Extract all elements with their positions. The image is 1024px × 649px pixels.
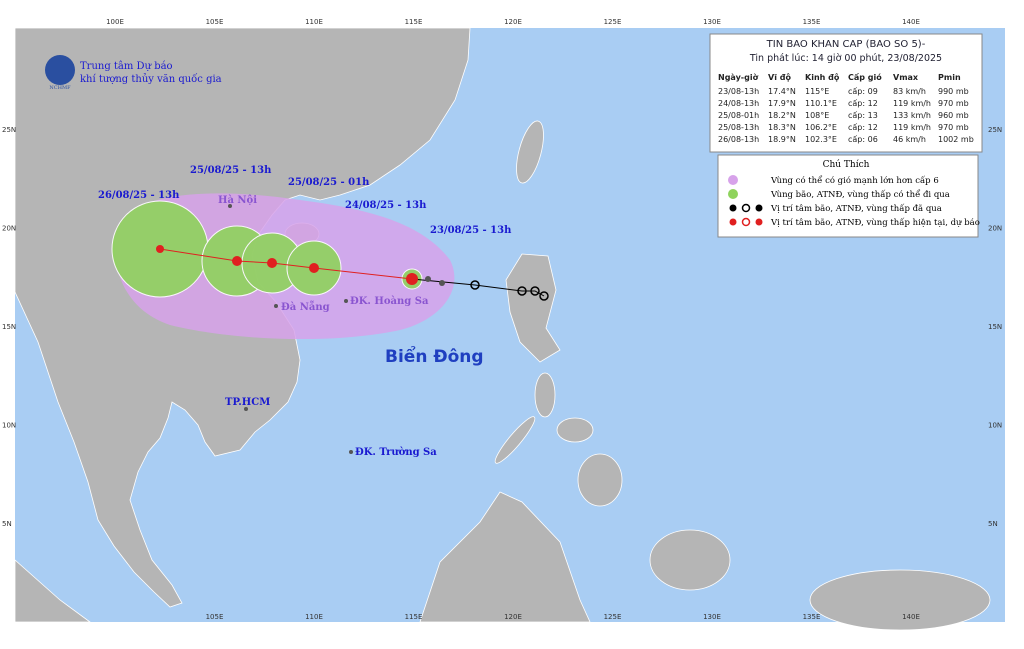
table-cell: cấp: 06 — [848, 134, 878, 144]
org-name: Trung tâm Dự báo — [80, 61, 173, 72]
past-positions — [470, 280, 549, 301]
lat-label: 25N — [988, 126, 1002, 134]
lon-label: 115E — [405, 18, 423, 26]
lon-label: 135E — [803, 613, 821, 621]
lon-label: 125E — [604, 613, 622, 621]
info-issued: Tin phát lúc: 14 giờ 00 phút, 23/08/2025 — [749, 53, 942, 64]
table-cell: 102.3°E — [805, 135, 837, 144]
lat-label: 15N — [988, 323, 1002, 331]
table-cell: 24/08-13h — [718, 99, 759, 108]
table-cell: cấp: 09 — [848, 86, 878, 96]
lon-label: 110E — [305, 18, 323, 26]
table-header: Cấp gió — [848, 72, 882, 82]
table-cell: 970 mb — [938, 123, 969, 132]
place-label: Hà Nội — [218, 195, 257, 206]
table-header: Vmax — [893, 73, 919, 82]
lat-label: 10N — [2, 422, 16, 430]
lat-label: 5N — [2, 520, 12, 528]
table-cell: 17.4°N — [768, 87, 796, 96]
table-cell: 119 km/h — [893, 99, 931, 108]
table-cell: cấp: 13 — [848, 110, 878, 120]
legend-swatch — [729, 217, 763, 227]
lon-label: 125E — [604, 18, 622, 26]
forecast-label: 24/08/25 - 13h — [345, 200, 427, 211]
place-label: TP.HCM — [225, 397, 270, 408]
table-cell: 960 mb — [938, 111, 969, 120]
legend-title: Chú Thích — [823, 159, 870, 170]
legend-item: Vùng bão, ATNĐ, vùng thấp có thể đi qua — [770, 188, 950, 200]
lon-label: 105E — [206, 18, 224, 26]
table-header: Pmin — [938, 73, 961, 82]
lon-label: 115E — [405, 613, 423, 621]
forecast-label: 26/08/25 - 13h — [98, 190, 180, 201]
table-cell: cấp: 12 — [848, 98, 878, 108]
logo — [45, 55, 75, 85]
lon-label: 135E — [803, 18, 821, 26]
lat-label: 10N — [988, 422, 1002, 430]
table-cell: 25/08-13h — [718, 123, 759, 132]
table-cell: 25/08-01h — [718, 111, 759, 120]
place-label: ĐK. Trường Sa — [355, 447, 437, 458]
lat-label: 5N — [988, 520, 998, 528]
table-cell: 119 km/h — [893, 123, 931, 132]
legend-item: Vị trí tâm bão, ATNĐ, vùng thấp hiện tại… — [770, 217, 980, 228]
table-header: Kinh độ — [805, 73, 840, 82]
table-cell: 26/08-13h — [718, 135, 759, 144]
table-cell: 106.2°E — [805, 123, 837, 132]
lat-label: 20N — [2, 225, 16, 233]
forecast-positions — [156, 245, 418, 285]
table-cell: 83 km/h — [893, 87, 926, 96]
table-cell: 990 mb — [938, 87, 969, 96]
points — [228, 204, 445, 454]
lon-label: 110E — [305, 613, 323, 621]
info-box — [709, 33, 983, 153]
lon-label: 105E — [206, 613, 224, 621]
legend-item: Vùng có thể có gió mạnh lớn hơn cấp 6 — [770, 174, 939, 186]
place-label: Đà Nẵng — [281, 301, 330, 313]
table-cell: 115°E — [805, 87, 829, 96]
table-cell: 133 km/h — [893, 111, 931, 120]
table-cell: 18.9°N — [768, 135, 796, 144]
lon-label: 100E — [106, 18, 124, 26]
lat-label: 15N — [2, 323, 16, 331]
legend-swatch — [728, 189, 738, 199]
place-label: ĐK. Hoàng Sa — [350, 296, 429, 307]
info-title: TIN BAO KHAN CAP (BAO SO 5)- — [766, 39, 926, 50]
org-name: khí tượng thủy văn quốc gia — [80, 74, 222, 85]
table-cell: 18.3°N — [768, 123, 796, 132]
lon-label: 140E — [902, 613, 920, 621]
lat-label: 20N — [988, 225, 1002, 233]
lon-label: 130E — [703, 613, 721, 621]
table-header: Ngày-giờ — [718, 72, 759, 82]
logo-text: NCHMF — [49, 85, 71, 91]
lon-label: 120E — [504, 18, 522, 26]
table-cell: 23/08-13h — [718, 87, 759, 96]
table-cell: cấp: 12 — [848, 122, 878, 132]
table-cell: 18.2°N — [768, 111, 796, 120]
lon-label: 120E — [504, 613, 522, 621]
table-cell: 46 km/h — [893, 135, 926, 144]
forecast-label: 25/08/25 - 01h — [288, 177, 370, 188]
lat-label: 25N — [2, 126, 16, 134]
table-cell: 970 mb — [938, 99, 969, 108]
table-cell: 17.9°N — [768, 99, 796, 108]
lon-label: 140E — [902, 18, 920, 26]
table-cell: 110.1°E — [805, 99, 837, 108]
table-header: Vĩ độ — [768, 73, 791, 82]
forecast-label: 23/08/25 - 13h — [430, 225, 512, 236]
table-cell: 108°E — [805, 111, 829, 120]
legend-swatch — [729, 203, 763, 213]
legend-item: Vị trí tâm bão, ATNĐ, vùng thấp đã qua — [770, 203, 942, 214]
table-cell: 1002 mb — [938, 135, 974, 144]
sea-label: Biển Đông — [385, 345, 484, 367]
forecast-label: 25/08/25 - 13h — [190, 165, 272, 176]
lon-label: 130E — [703, 18, 721, 26]
legend-swatch — [728, 175, 738, 185]
